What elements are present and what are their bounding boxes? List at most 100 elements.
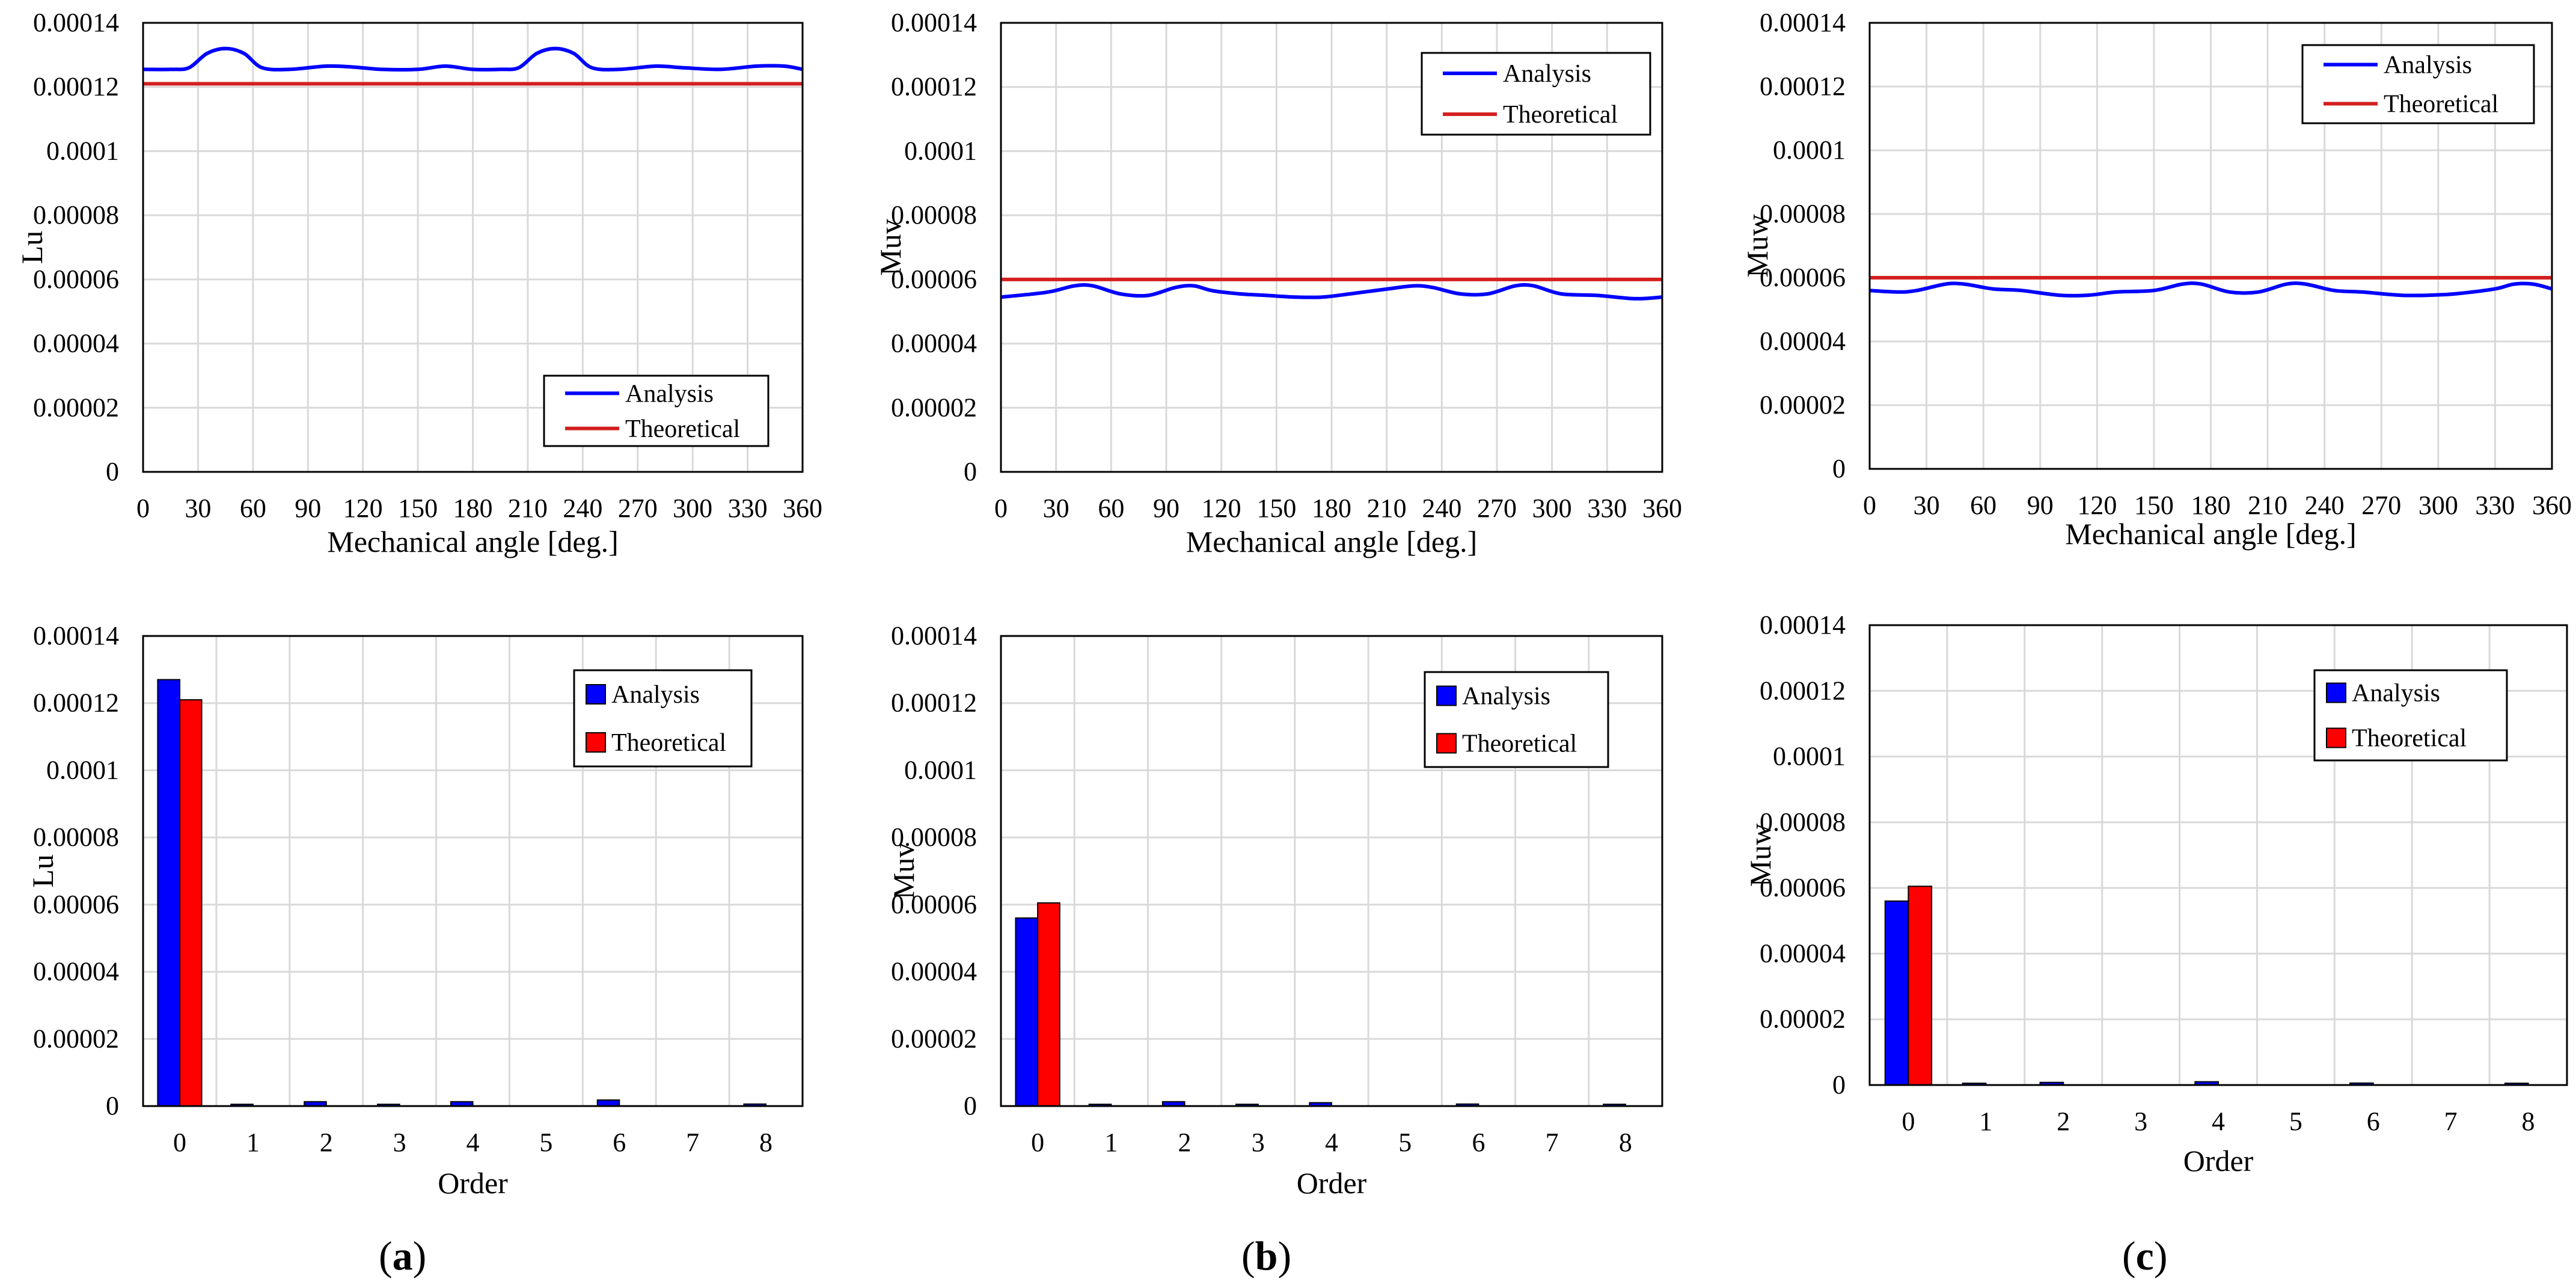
x-tick-label: 60 [240, 494, 266, 523]
legend-analysis-label: Analysis [2384, 52, 2472, 79]
legend-theoretical-swatch [1436, 733, 1457, 754]
chart-b-bottom: 0 0.00002 0.00004 0.00006 0.00008 0.0001 0.000… [887, 621, 1663, 1200]
x-tick-label: 210 [508, 494, 548, 523]
y-tick-label: 0.00002 [891, 1024, 977, 1053]
y-tick-label: 0.00006 [33, 890, 119, 919]
legend-analysis-swatch [1436, 685, 1457, 706]
plot-frame [1000, 22, 1663, 473]
x-tick-label: 8 [759, 1128, 772, 1157]
y-tick-label: 0.0001 [904, 136, 977, 165]
y-tick-label: 0.00012 [33, 688, 119, 718]
x-axis-label: Order [2183, 1144, 2254, 1178]
y-axis-label: Lu [26, 854, 60, 888]
y-tick-label: 0.00014 [33, 621, 119, 650]
x-tick-label: 240 [563, 494, 602, 523]
analysis-bar [1015, 917, 1039, 1107]
x-axis-label: Mechanical angle [deg.] [2065, 517, 2356, 551]
x-tick-label: 330 [728, 494, 768, 523]
chart-c-top: 0 0.00002 0.00004 0.00006 0.00008 0.0001 0.000… [1740, 8, 2572, 551]
x-tick-label: 2 [320, 1128, 333, 1157]
x-tick-label: 300 [2418, 491, 2458, 520]
y-tick-label: 0.00012 [33, 72, 119, 102]
y-tick-label: 0 [1832, 1070, 1846, 1099]
legend-analysis-swatch [2326, 682, 2346, 703]
y-tick-label: 0.00008 [1760, 807, 1846, 837]
y-tick-label: 0.00006 [1760, 873, 1846, 902]
y-tick-label: 0.00008 [891, 200, 977, 230]
x-tick-label: 180 [453, 494, 493, 523]
analysis-line [142, 46, 803, 72]
analysis-bar [157, 679, 180, 1107]
chart-c-bottom: 0 0.00002 0.00004 0.00006 0.00008 0.0001 0.000… [1743, 610, 2568, 1178]
plot-frame [1868, 624, 2568, 1086]
legend: Analysis Theoretical [1421, 52, 1651, 136]
x-tick-label: 8 [2522, 1107, 2535, 1136]
legend-analysis-label: Analysis [1462, 683, 1550, 711]
caption-a-letter: a [392, 1233, 413, 1279]
theoretical-bar [179, 699, 203, 1107]
y-tick-label: 0.00014 [33, 8, 119, 37]
legend-box [543, 374, 769, 447]
x-tick-label: 180 [2191, 491, 2231, 520]
y-tick-label: 0 [964, 1091, 977, 1120]
plot-frame [1000, 635, 1663, 1107]
x-tick-label: 240 [2305, 491, 2345, 520]
y-tick-label: 0.00008 [33, 200, 119, 230]
legend-analysis-label: Analysis [2352, 680, 2440, 708]
x-tick-label: 7 [2444, 1107, 2458, 1136]
legend-theoretical-label: Theoretical [1462, 730, 1577, 758]
y-tick-label: 0 [964, 457, 977, 486]
analysis-line [1000, 283, 1663, 301]
y-tick-label: 0.00012 [891, 688, 977, 718]
plot-frame [142, 22, 804, 473]
y-tick-label: 0.0001 [46, 136, 119, 165]
x-tick-label: 30 [1914, 491, 1940, 520]
x-tick-label: 30 [185, 494, 211, 523]
legend-theoretical-label: Theoretical [2352, 725, 2467, 753]
x-tick-label: 270 [2361, 491, 2401, 520]
y-axis-label: Lu [15, 231, 49, 264]
x-axis-label: Order [1297, 1166, 1367, 1200]
x-tick-label: 4 [467, 1128, 480, 1157]
x-tick-label: 2 [2057, 1107, 2070, 1136]
y-tick-label: 0 [106, 1091, 119, 1120]
y-axis-label: Muv [887, 843, 920, 899]
x-tick-label: 120 [343, 494, 383, 523]
chart-a-bottom: 0 0.00002 0.00004 0.00006 0.00008 0.0001 0.000… [26, 621, 804, 1200]
x-tick-label: 360 [2532, 491, 2572, 520]
y-tick-label: 0.00008 [891, 822, 977, 852]
legend: Analysis Theoretical [543, 374, 769, 447]
y-tick-label: 0.00006 [891, 890, 977, 919]
chart-b-top: 0 0.00002 0.00004 0.00006 0.00008 0.0001 0.000… [873, 8, 1682, 558]
x-tick-label: 180 [1312, 494, 1351, 523]
x-tick-label: 210 [2248, 491, 2287, 520]
x-tick-label: 8 [1619, 1128, 1632, 1157]
x-tick-label: 5 [539, 1128, 552, 1157]
y-tick-label: 0.00012 [891, 72, 977, 102]
x-tick-label: 6 [613, 1128, 626, 1157]
x-tick-label: 7 [1546, 1128, 1559, 1157]
x-tick-label: 330 [2475, 491, 2515, 520]
legend-theoretical-swatch [586, 732, 606, 753]
x-tick-label: 330 [1587, 494, 1627, 523]
y-tick-label: 0.00002 [33, 1024, 119, 1053]
x-tick-label: 300 [673, 494, 712, 523]
x-tick-label: 0 [1901, 1107, 1915, 1136]
legend: Analysis Theoretical [2301, 44, 2535, 124]
y-tick-label: 0.00012 [1760, 676, 1846, 705]
x-tick-label: 1 [1104, 1128, 1118, 1157]
x-tick-label: 120 [2077, 491, 2117, 520]
y-axis-label: Muw [1740, 214, 1774, 278]
y-tick-label: 0.00002 [891, 393, 977, 422]
x-tick-label: 1 [246, 1128, 260, 1157]
legend: Analysis Theoretical [573, 669, 753, 768]
y-tick-label: 0.00014 [891, 621, 977, 650]
x-tick-label: 3 [1252, 1128, 1265, 1157]
legend-theoretical-label: Theoretical [2384, 91, 2498, 118]
legend-analysis-label: Analysis [1503, 60, 1591, 88]
y-tick-label: 0.00008 [33, 822, 119, 852]
y-tick-label: 0.00008 [1760, 199, 1846, 228]
x-tick-label: 7 [686, 1128, 699, 1157]
x-tick-label: 360 [783, 494, 822, 523]
